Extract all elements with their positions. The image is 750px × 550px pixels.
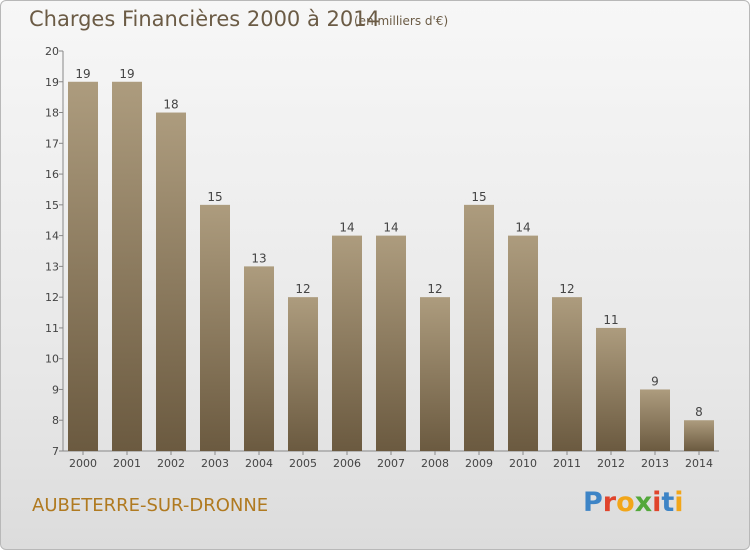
x-tick-label: 2009 — [465, 457, 493, 470]
x-tick-label: 2005 — [289, 457, 317, 470]
logo-letter: t — [661, 487, 675, 518]
x-tick-label: 2008 — [421, 457, 449, 470]
x-tick-label: 2007 — [377, 457, 405, 470]
logo-letter: x — [634, 487, 653, 518]
bar — [332, 235, 362, 451]
y-tick-label: 19 — [45, 76, 59, 89]
x-tick-label: 2000 — [69, 457, 97, 470]
data-label: 12 — [427, 282, 442, 296]
data-label: 13 — [251, 251, 266, 265]
bar — [684, 420, 714, 451]
data-label: 15 — [207, 190, 222, 204]
bar — [464, 204, 494, 451]
data-label: 19 — [119, 67, 134, 81]
data-label: 9 — [651, 374, 659, 388]
bar — [376, 235, 406, 451]
data-label: 8 — [695, 405, 703, 419]
y-tick-label: 11 — [45, 322, 59, 335]
y-tick-label: 12 — [45, 291, 59, 304]
y-tick-label: 9 — [52, 383, 59, 396]
data-label: 14 — [339, 221, 354, 235]
x-tick-label: 2001 — [113, 457, 141, 470]
bar — [68, 81, 98, 452]
data-label: 12 — [559, 282, 574, 296]
bar — [508, 235, 538, 451]
chart-unit: (en milliers d'€) — [354, 14, 449, 28]
logo-letter: P — [583, 487, 603, 518]
y-tick-label: 17 — [45, 137, 59, 150]
x-tick-label: 2011 — [553, 457, 581, 470]
commune-name: AUBETERRE-SUR-DRONNE — [32, 495, 269, 516]
proxiti-logo[interactable]: Proxiti — [583, 487, 684, 518]
y-tick-label: 8 — [52, 414, 59, 427]
bar — [156, 112, 186, 452]
bar — [200, 204, 230, 451]
chart-title: Charges Financières 2000 à 2014 — [29, 7, 380, 31]
y-tick-label: 15 — [45, 199, 59, 212]
data-label: 14 — [383, 221, 398, 235]
bar — [420, 297, 450, 451]
bar — [596, 327, 626, 451]
y-tick-label: 13 — [45, 260, 59, 273]
y-tick-label: 10 — [45, 353, 59, 366]
bar — [244, 266, 274, 451]
logo-letter: i — [652, 487, 662, 518]
x-tick-label: 2010 — [509, 457, 537, 470]
x-tick-label: 2003 — [201, 457, 229, 470]
bar — [552, 297, 582, 451]
y-tick-label: 20 — [45, 45, 59, 58]
x-tick-label: 2006 — [333, 457, 361, 470]
x-tick-label: 2013 — [641, 457, 669, 470]
data-label: 15 — [471, 190, 486, 204]
bar — [112, 81, 142, 452]
logo-letter: r — [602, 487, 617, 518]
x-tick-label: 2012 — [597, 457, 625, 470]
bar — [640, 389, 670, 451]
x-tick-label: 2004 — [245, 457, 273, 470]
data-label: 11 — [603, 313, 618, 327]
x-tick-label: 2002 — [157, 457, 185, 470]
data-label: 12 — [295, 282, 310, 296]
bar — [288, 297, 318, 451]
data-label: 14 — [515, 221, 530, 235]
data-label: 18 — [163, 98, 178, 112]
data-label: 19 — [75, 67, 90, 81]
logo-letter: i — [674, 487, 684, 518]
y-tick-label: 7 — [52, 445, 59, 458]
logo-letter: o — [616, 487, 635, 518]
y-tick-label: 16 — [45, 168, 59, 181]
y-tick-label: 18 — [45, 107, 59, 120]
x-tick-label: 2014 — [685, 457, 713, 470]
y-tick-label: 14 — [45, 230, 59, 243]
